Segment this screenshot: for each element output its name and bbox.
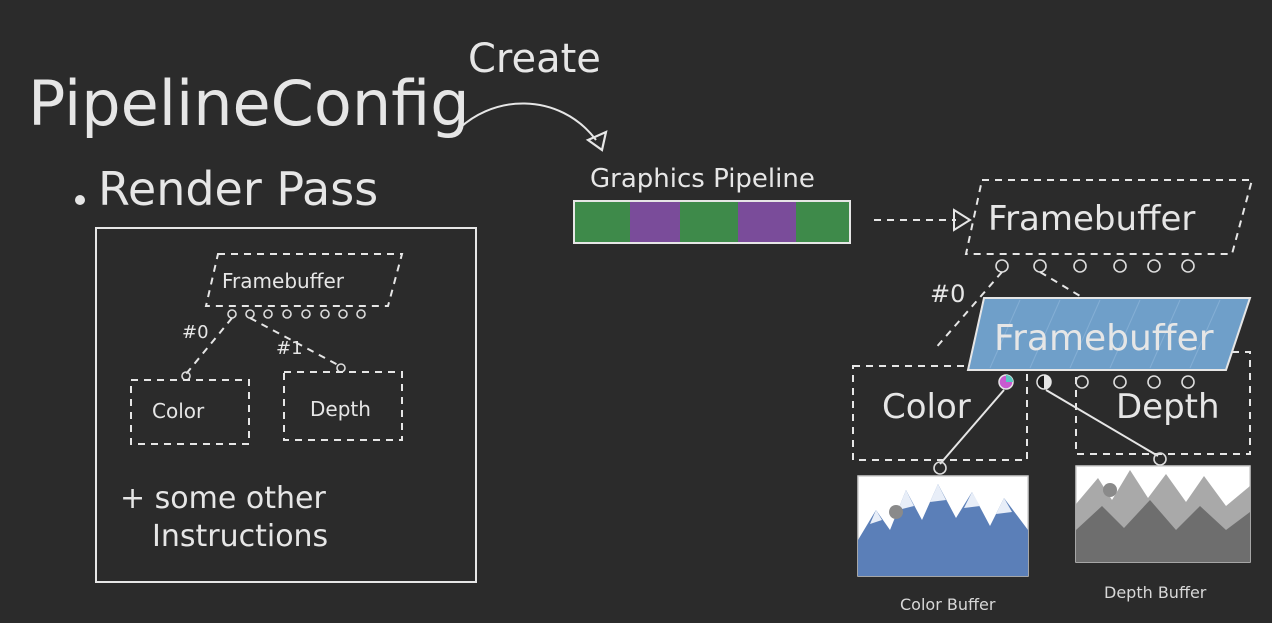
pipeline-segment xyxy=(574,201,630,243)
framebuffer-outline-label: Framebuffer xyxy=(988,199,1195,239)
right-depth-label: Depth xyxy=(1116,387,1220,427)
framebuffer-hatching xyxy=(989,299,1221,369)
small-depth-label: Depth xyxy=(310,397,371,421)
color-buffer-image xyxy=(857,475,1029,577)
small-link-depth xyxy=(249,317,341,367)
render-pass-box xyxy=(95,227,477,583)
small-color-box xyxy=(130,379,250,445)
small-framebuffer-shape xyxy=(204,253,404,307)
right-depth-box xyxy=(1075,351,1251,455)
small-attachment-1-label: #1 xyxy=(276,338,303,359)
framebuffer-attachment-slots xyxy=(995,259,1195,273)
right-attachment-0-label: #0 xyxy=(930,280,965,308)
small-depth-box xyxy=(283,371,403,441)
framebuffer-filled-label: Framebuffer xyxy=(994,318,1214,359)
filled-framebuffer-slots xyxy=(998,374,1195,390)
depth-buffer-image xyxy=(1075,465,1251,563)
right-color-box xyxy=(852,365,1028,461)
framebuffer-filled-shape xyxy=(966,297,1252,371)
pipeline-segment xyxy=(738,201,796,243)
pipeline-segment xyxy=(796,201,850,243)
small-attachment-0-label: #0 xyxy=(182,322,209,343)
note-line-1: + some other xyxy=(120,481,326,516)
pipeline-bar xyxy=(573,200,851,244)
small-attachment-slots xyxy=(227,309,366,319)
depth-buffer-label: Depth Buffer xyxy=(1104,583,1207,602)
title-pipeline-config: PipelineConfig xyxy=(28,67,470,140)
small-framebuffer-label: Framebuffer xyxy=(222,269,345,293)
create-label: Create xyxy=(468,36,601,82)
pipeline-segment xyxy=(680,201,738,243)
pipeline-arrowhead xyxy=(953,208,972,232)
pipeline-label: Graphics Pipeline xyxy=(590,164,815,194)
note-line-2: Instructions xyxy=(152,519,328,554)
small-color-label: Color xyxy=(152,399,205,423)
pipeline-segment xyxy=(630,201,680,243)
create-arrow xyxy=(451,102,597,141)
bullet-dot xyxy=(75,195,85,205)
framebuffer-outline-shape xyxy=(964,179,1254,255)
title-render-pass: Render Pass xyxy=(98,162,378,216)
create-arrowhead xyxy=(585,130,608,152)
color-buffer-label: Color Buffer xyxy=(900,595,996,614)
right-color-label: Color xyxy=(882,387,971,427)
